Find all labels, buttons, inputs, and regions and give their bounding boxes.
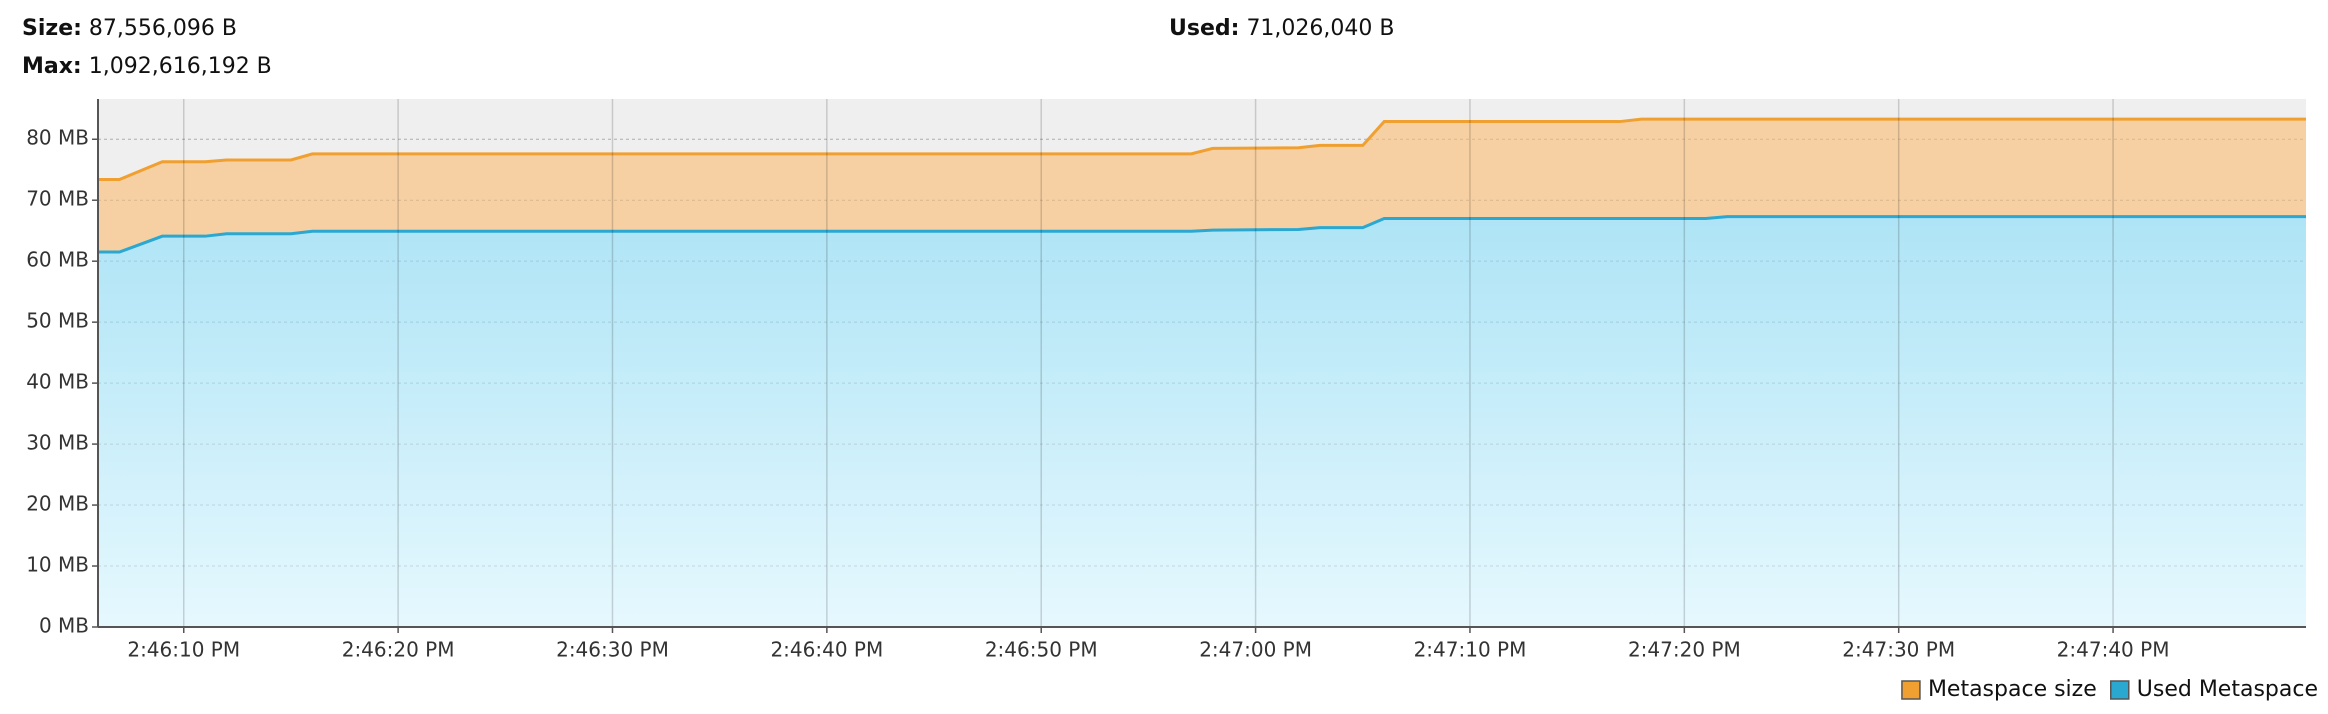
x-tick-label: 2:46:30 PM <box>556 638 669 662</box>
x-tick-label: 2:47:40 PM <box>2057 638 2170 662</box>
max-value: 1,092,616,192 B <box>89 54 272 79</box>
y-tick-label: 50 MB <box>26 309 89 333</box>
used-value: 71,026,040 B <box>1246 16 1394 41</box>
size-label: Size: <box>22 16 82 41</box>
legend-label: Metaspace size <box>1928 677 2097 702</box>
used-label: Used: <box>1169 16 1239 41</box>
x-tick-label: 2:46:50 PM <box>985 638 1098 662</box>
x-tick-label: 2:47:00 PM <box>1199 638 1312 662</box>
size-value: 87,556,096 B <box>89 16 237 41</box>
size-info: Size: 87,556,096 B <box>22 16 237 41</box>
legend-label: Used Metaspace <box>2137 677 2318 702</box>
y-tick-label: 60 MB <box>26 248 89 272</box>
y-tick-label: 70 MB <box>26 187 89 211</box>
y-tick-label: 30 MB <box>26 431 89 455</box>
area-fill <box>98 216 2306 627</box>
series-line <box>98 117 2306 181</box>
y-tick-label: 40 MB <box>26 370 89 394</box>
y-tick-label: 20 MB <box>26 492 89 516</box>
series-line <box>98 215 2306 254</box>
x-tick-label: 2:46:40 PM <box>770 638 883 662</box>
legend-swatch <box>2110 680 2130 700</box>
y-tick-label: 10 MB <box>26 553 89 577</box>
legend-swatch <box>1901 680 1921 700</box>
x-tick-label: 2:46:10 PM <box>127 638 240 662</box>
y-tick-label: 80 MB <box>26 126 89 150</box>
used-info: Used: 71,026,040 B <box>1169 16 1395 41</box>
x-tick-label: 2:47:30 PM <box>1842 638 1955 662</box>
y-tick-label: 0 MB <box>39 614 89 638</box>
max-label: Max: <box>22 54 82 79</box>
x-tick-label: 2:46:20 PM <box>342 638 455 662</box>
x-tick-label: 2:47:10 PM <box>1414 638 1527 662</box>
max-info: Max: 1,092,616,192 B <box>22 54 272 79</box>
x-tick-label: 2:47:20 PM <box>1628 638 1741 662</box>
